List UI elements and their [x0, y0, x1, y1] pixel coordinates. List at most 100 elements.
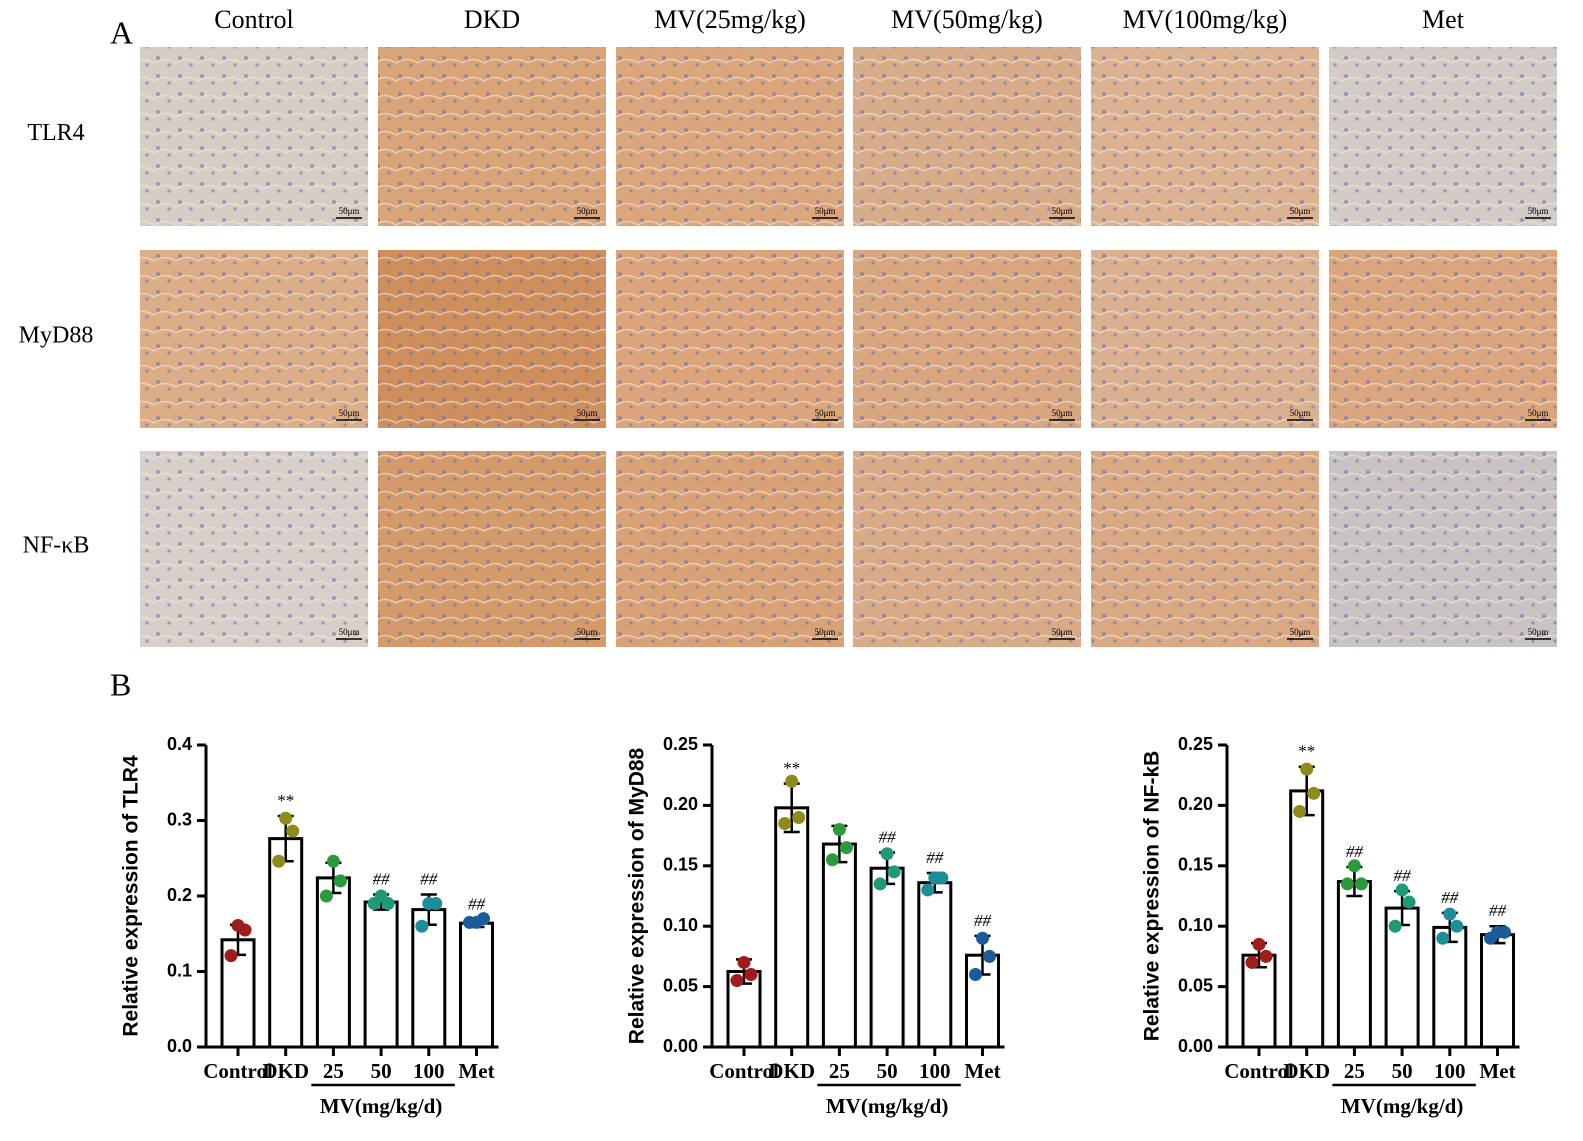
group-label: MV(mg/kg/d) — [1341, 1094, 1464, 1118]
data-point — [1498, 925, 1511, 939]
y-tick-label: 0.05 — [1178, 975, 1213, 995]
data-point — [976, 931, 989, 945]
y-axis-label: Relative expression of TLR4 — [120, 755, 143, 1037]
bar — [1432, 925, 1468, 1049]
y-tick-label: 0.00 — [663, 1036, 698, 1056]
micrograph-texture — [378, 451, 606, 647]
y-tick-label: 0.15 — [1178, 855, 1213, 875]
column-header: Met — [1422, 5, 1465, 34]
significance-label: ## — [373, 869, 391, 888]
bar — [411, 908, 447, 1049]
y-tick-label: 0.20 — [663, 794, 698, 814]
data-point — [1436, 931, 1450, 945]
x-tick-label: Control — [709, 1059, 779, 1083]
data-point — [1245, 955, 1259, 969]
data-point — [326, 854, 340, 868]
x-tick-label: Control — [1224, 1059, 1294, 1083]
data-point — [792, 810, 806, 824]
x-tick-label: DKD — [768, 1059, 815, 1083]
micrograph-texture — [1329, 451, 1557, 647]
y-tick-label: 0.4 — [167, 734, 192, 754]
x-tick-label: Met — [458, 1059, 494, 1083]
data-point — [1395, 883, 1409, 897]
bar — [459, 921, 494, 1049]
scale-bar-label: 50μm — [815, 627, 836, 637]
scale-bar-label: 50μm — [1052, 408, 1073, 418]
micrograph-texture — [378, 250, 606, 428]
significance-label: ## — [1489, 901, 1507, 920]
micrograph-texture — [1329, 47, 1557, 226]
y-tick-label: 0.3 — [167, 809, 192, 829]
x-tick-label: 50 — [877, 1059, 898, 1083]
x-tick-label: Met — [1479, 1059, 1515, 1083]
micrograph-texture — [1091, 250, 1319, 428]
scale-bar-label: 50μm — [1528, 206, 1549, 216]
x-tick-label: 100 — [1434, 1059, 1466, 1083]
data-point — [1307, 786, 1321, 800]
data-point — [272, 854, 286, 868]
data-point — [737, 955, 751, 969]
y-tick-label: 0.2 — [167, 885, 192, 905]
scale-bar-label: 50μm — [339, 206, 360, 216]
significance-label: ## — [1346, 842, 1364, 861]
y-tick-label: 0.25 — [663, 734, 698, 754]
significance-label: ## — [926, 848, 944, 867]
bar — [363, 900, 399, 1049]
data-point — [279, 811, 293, 825]
micrograph-texture — [616, 451, 844, 647]
group-label: MV(mg/kg/d) — [320, 1094, 443, 1118]
micrograph-texture — [140, 451, 368, 647]
scale-bar-label: 50μm — [577, 627, 598, 637]
data-point — [785, 774, 799, 788]
column-header: DKD — [464, 5, 520, 34]
y-tick-label: 0.0 — [167, 1036, 192, 1056]
bar — [1384, 906, 1420, 1049]
x-tick-label: 25 — [323, 1059, 344, 1083]
data-point — [983, 949, 996, 963]
y-tick-label: 0.10 — [1178, 915, 1213, 935]
column-header: MV(100mg/kg) — [1123, 5, 1288, 34]
column-header: MV(25mg/kg) — [654, 5, 806, 34]
x-tick-label: 25 — [829, 1059, 850, 1083]
bar — [774, 806, 810, 1049]
data-point — [1354, 877, 1368, 891]
row-label: MyD88 — [19, 323, 94, 349]
row-label: NF-κB — [23, 533, 90, 559]
micrograph-texture — [1091, 451, 1319, 647]
micrograph-texture — [140, 250, 368, 428]
significance-label: ## — [974, 911, 992, 930]
data-point — [463, 915, 476, 929]
data-point — [887, 865, 901, 879]
bar — [1289, 789, 1325, 1049]
significance-label: ** — [277, 791, 294, 810]
x-tick-label: DKD — [1283, 1059, 1330, 1083]
scale-bar-label: 50μm — [1052, 206, 1073, 216]
bar — [821, 842, 857, 1049]
scale-bar-label: 50μm — [1528, 627, 1549, 637]
data-point — [319, 889, 333, 903]
micrograph-texture — [140, 47, 368, 226]
data-point — [333, 874, 347, 888]
micrograph-texture — [853, 47, 1081, 226]
micrograph-texture — [1091, 47, 1319, 226]
significance-label: ## — [1441, 888, 1459, 907]
data-point — [429, 897, 443, 911]
data-point — [1402, 895, 1416, 909]
bar — [1480, 933, 1515, 1049]
y-tick-label: 0.05 — [663, 975, 698, 995]
data-point — [1484, 931, 1497, 945]
data-point — [921, 883, 935, 897]
scale-bar-label: 50μm — [339, 408, 360, 418]
x-tick-label: 100 — [919, 1059, 951, 1083]
group-label: MV(mg/kg/d) — [826, 1094, 949, 1118]
significance-label: ## — [420, 869, 438, 888]
micrograph-texture — [853, 250, 1081, 428]
y-tick-label: 0.1 — [167, 960, 192, 980]
data-point — [825, 853, 839, 867]
data-point — [1450, 919, 1464, 933]
data-point — [415, 919, 429, 933]
panel-label: B — [110, 666, 131, 702]
data-point — [880, 847, 894, 861]
bar — [1336, 880, 1372, 1049]
